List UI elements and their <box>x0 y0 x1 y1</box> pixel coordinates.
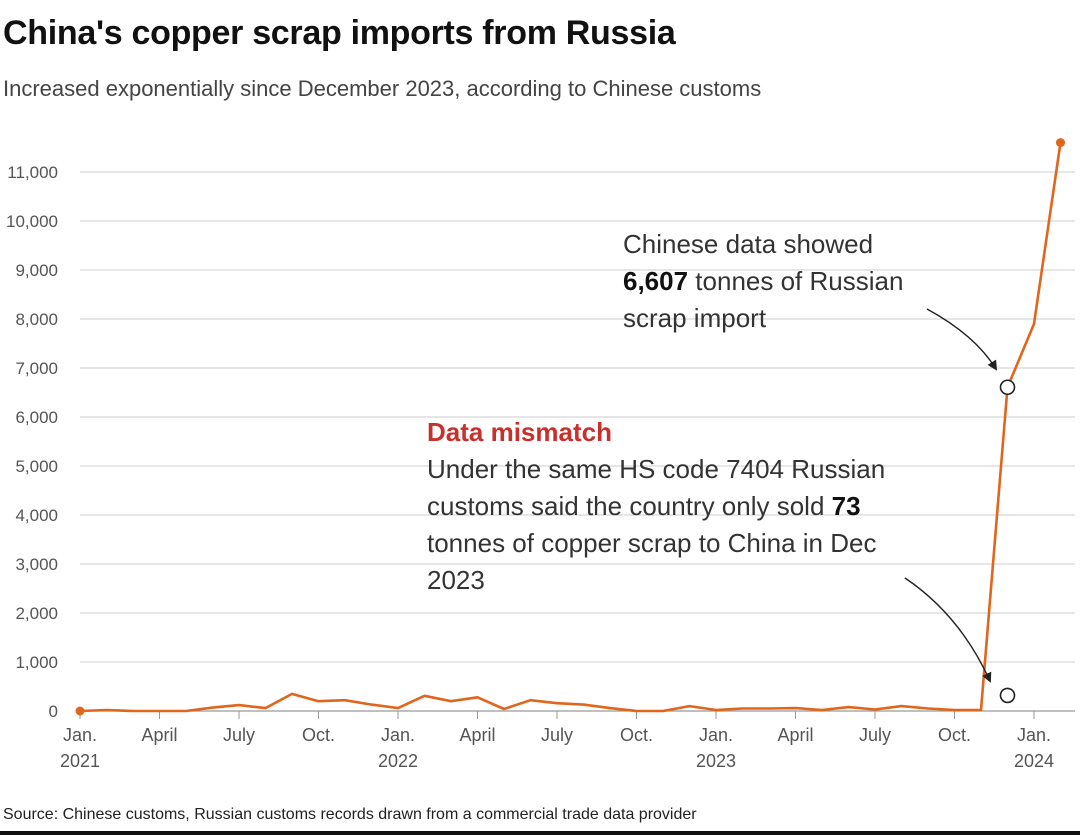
x-tick-label: April <box>777 725 813 745</box>
annotation-text-line: scrap import <box>623 303 767 333</box>
x-tick-year-label: 2021 <box>60 751 100 771</box>
y-tick-label: 3,000 <box>15 555 58 574</box>
annotation-arrow <box>904 577 992 683</box>
y-tick-label: 1,000 <box>15 653 58 672</box>
y-tick-label: 4,000 <box>15 506 58 525</box>
x-tick-label: April <box>459 725 495 745</box>
annotation-text-line: 6,607 tonnes of Russian <box>623 266 903 296</box>
annotation-text-line: 2023 <box>427 565 485 595</box>
series-start-point <box>75 706 85 716</box>
annotation-data-mismatch: Data mismatch Under the same HS code 7404… <box>427 417 1016 704</box>
y-tick-label: 10,000 <box>6 212 58 231</box>
x-tick-label: April <box>141 725 177 745</box>
chart-subtitle: Increased exponentially since December 2… <box>3 76 762 101</box>
gridlines <box>80 171 1075 712</box>
y-tick-label: 11,000 <box>7 163 58 182</box>
chart-title: China's copper scrap imports from Russia <box>3 14 676 52</box>
y-axis-ticks: 0 1,000 2,000 3,000 4,000 5,000 6,000 7,000 8,00… <box>6 163 58 721</box>
source-note: Source: Chinese customs, Russian customs… <box>3 806 697 823</box>
x-tick-label: Jan. <box>63 725 97 745</box>
annotations-layer: Chinese data showed 6,607 tonnes of Russi… <box>427 229 1016 704</box>
x-tick-label: Oct. <box>938 725 971 745</box>
x-tick-year-label: 2024 <box>1014 751 1054 771</box>
y-tick-label: 0 <box>49 702 58 721</box>
x-tick-label: Oct. <box>302 725 335 745</box>
highlight-point-73 <box>999 687 1016 704</box>
x-tick-year-label: 2023 <box>696 751 736 771</box>
x-tick-label: Jan. <box>381 725 415 745</box>
annotation-title: Data mismatch <box>427 417 612 447</box>
y-tick-label: 9,000 <box>15 261 58 280</box>
x-tick-label: Jan. <box>1017 725 1051 745</box>
series-layer <box>75 138 1065 716</box>
y-tick-label: 6,000 <box>15 408 58 427</box>
x-tick-label: July <box>859 725 891 745</box>
x-axis-ticks: Jan. 2021 April July Oct. Jan. 2022 April July Oc… <box>60 711 1054 771</box>
annotation-text-line: customs said the country only sold 73 <box>427 491 861 521</box>
y-tick-label: 5,000 <box>15 457 58 476</box>
y-tick-label: 2,000 <box>15 604 58 623</box>
bottom-rule <box>0 831 1080 835</box>
highlight-point-6607 <box>999 379 1016 396</box>
series-end-point <box>1056 138 1065 148</box>
x-tick-label: July <box>541 725 573 745</box>
y-tick-label: 8,000 <box>15 310 58 329</box>
annotation-text-line: Under the same HS code 7404 Russian <box>427 454 885 484</box>
annotation-arrow <box>926 308 998 371</box>
x-tick-label: Oct. <box>620 725 653 745</box>
annotation-text-line: tonnes of copper scrap to China in Dec <box>427 528 876 558</box>
y-tick-label: 7,000 <box>15 359 58 378</box>
x-tick-label: Jan. <box>699 725 733 745</box>
annotation-chinese-data: Chinese data showed 6,607 tonnes of Russi… <box>623 229 1016 396</box>
x-tick-label: July <box>223 725 255 745</box>
line-chart: 0 1,000 2,000 3,000 4,000 5,000 6,000 7,000 8,00… <box>6 138 1075 771</box>
series-line <box>78 141 1062 713</box>
annotation-text-line: Chinese data showed <box>623 229 873 259</box>
x-tick-year-label: 2022 <box>378 751 418 771</box>
